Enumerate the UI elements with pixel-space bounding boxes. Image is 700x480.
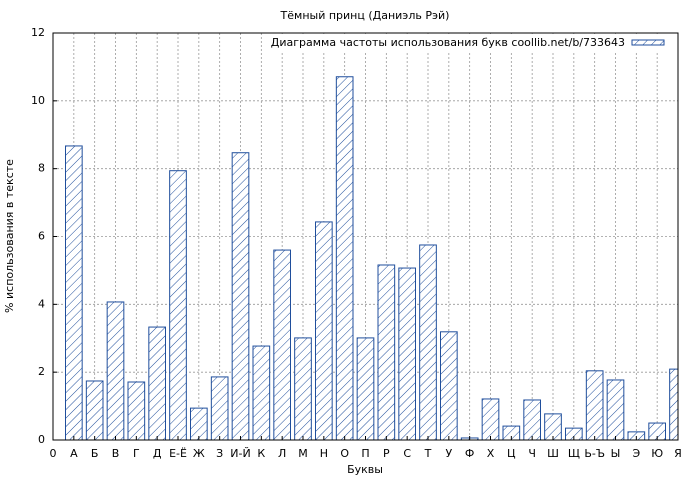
x-tick-label: Ы: [611, 447, 621, 460]
x-tick-label: К: [257, 447, 265, 460]
bar: [315, 221, 333, 440]
bar: [210, 376, 229, 440]
bar: [565, 427, 583, 440]
y-tick-label: 10: [31, 94, 45, 107]
x-tick-label: Ч: [528, 447, 536, 460]
bar: [377, 264, 396, 440]
bar: [481, 398, 500, 440]
bar: [106, 301, 125, 440]
y-tick-label: 4: [38, 297, 45, 310]
x-tick-label: У: [445, 447, 452, 460]
bar: [65, 145, 83, 440]
bar: [606, 379, 625, 440]
x-tick-label: Е-Ё: [169, 447, 187, 460]
x-tick-label: Ф: [465, 447, 474, 460]
x-tick-label: Н: [320, 447, 328, 460]
x-tick-label: Ю: [651, 447, 663, 460]
bar: [398, 267, 417, 440]
x-tick-label: О: [340, 447, 349, 460]
x-tick-label: Щ: [568, 447, 580, 460]
x-tick-label: Д: [153, 447, 162, 460]
x-tick-label: Х: [487, 447, 495, 460]
bar: [356, 337, 375, 440]
x-axis-label: Буквы: [347, 463, 383, 476]
legend-swatch: [631, 39, 665, 46]
legend-box: [264, 34, 675, 52]
legend-label: Диаграмма частоты использования букв coo…: [271, 36, 625, 49]
bar: [85, 380, 104, 440]
bars: [65, 76, 678, 440]
x-tick-label: 0: [50, 447, 57, 460]
bar: [231, 152, 250, 440]
x-tick-label: Т: [424, 447, 432, 460]
bar: [502, 425, 521, 440]
x-tick-label: Ь-Ъ: [584, 447, 605, 460]
bar: [669, 368, 678, 440]
bar: [440, 331, 458, 440]
bar: [190, 407, 208, 440]
bar: [419, 244, 437, 440]
bar: [127, 381, 146, 440]
y-tick-label: 6: [38, 230, 45, 243]
y-tick-label: 8: [38, 162, 45, 175]
chart-title: Тёмный принц (Даниэль Рэй): [280, 9, 450, 22]
bar: [294, 337, 312, 440]
x-tick-label: М: [298, 447, 308, 460]
bar: [252, 345, 271, 440]
y-axis-label: % использования в тексте: [3, 159, 16, 313]
x-tick-label: Э: [632, 447, 640, 460]
x-tick-label: В: [112, 447, 120, 460]
x-tick-label: Ж: [193, 447, 205, 460]
x-tick-label: П: [361, 447, 369, 460]
x-tick-label: Р: [383, 447, 390, 460]
bar: [273, 249, 292, 440]
x-tick-label: Б: [91, 447, 99, 460]
bar: [585, 370, 604, 440]
x-tick-label: Ш: [547, 447, 559, 460]
x-tick-label: З: [216, 447, 223, 460]
x-tick-label: Г: [133, 447, 140, 460]
x-tick-label: Ц: [507, 447, 516, 460]
bar: [169, 170, 187, 440]
y-tick-label: 0: [38, 433, 45, 446]
x-tick-label: Л: [278, 447, 286, 460]
x-tick-label: Я: [674, 447, 682, 460]
x-tick-label: И-Й: [230, 447, 250, 460]
y-tick-label: 2: [38, 365, 45, 378]
bar: [148, 326, 166, 440]
x-tick-label: С: [403, 447, 411, 460]
bar: [523, 399, 541, 440]
bar: [335, 76, 354, 440]
y-tick-label: 12: [31, 26, 45, 39]
legend: Диаграмма частоты использования букв coo…: [264, 34, 675, 52]
x-tick-label: А: [70, 447, 78, 460]
